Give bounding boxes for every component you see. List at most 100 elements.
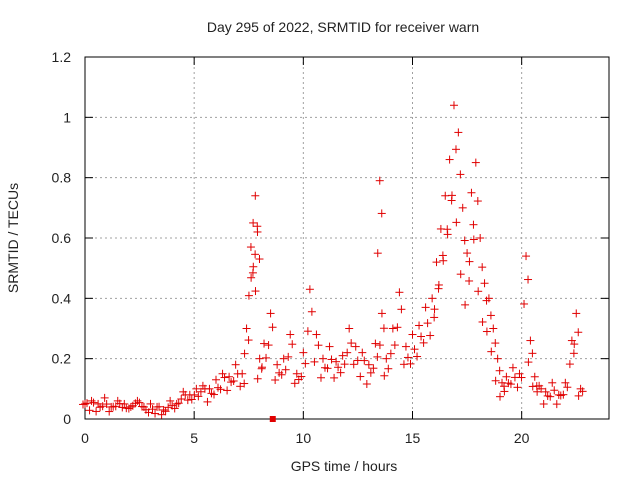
data-point (430, 313, 439, 322)
data-point (533, 387, 542, 396)
data-point (360, 356, 369, 365)
data-point (151, 409, 160, 418)
data-point (379, 324, 388, 333)
data-point (524, 275, 533, 284)
data-point (120, 399, 129, 408)
y-tick-label: 0.8 (52, 170, 72, 186)
data-point (474, 287, 483, 296)
data-point (231, 360, 240, 369)
data-point (238, 369, 247, 378)
data-point (174, 399, 183, 408)
data-point (85, 406, 94, 415)
data-point (281, 365, 290, 374)
data-point (177, 394, 186, 403)
data-point (415, 321, 424, 330)
data-point (496, 392, 505, 401)
data-point (288, 340, 297, 349)
data-point (463, 249, 472, 258)
data-point (98, 402, 107, 411)
data-point (484, 294, 493, 303)
data-point (345, 324, 354, 333)
data-point (327, 355, 336, 364)
data-point (83, 399, 91, 408)
data-point (471, 158, 480, 167)
data-point (428, 294, 437, 303)
data-point (491, 376, 500, 385)
data-point (356, 372, 365, 381)
data-point (552, 400, 561, 409)
data-point (451, 145, 460, 154)
data-point (410, 345, 419, 354)
data-point (146, 399, 155, 408)
data-point (338, 351, 347, 360)
data-point (299, 348, 308, 357)
data-point (124, 404, 133, 413)
data-point (242, 324, 251, 333)
data-point (572, 309, 581, 318)
data-point (273, 360, 282, 369)
data-point (255, 255, 264, 264)
outlier-point (269, 416, 276, 422)
data-point (506, 380, 515, 389)
data-point (246, 243, 255, 252)
data-point (183, 396, 192, 405)
data-point (258, 363, 267, 372)
data-point (578, 387, 587, 396)
data-point (520, 299, 529, 308)
data-point (314, 341, 323, 350)
data-point (307, 307, 316, 316)
data-point (377, 309, 386, 318)
data-point (220, 373, 229, 382)
data-point (423, 319, 432, 328)
data-point (247, 273, 256, 282)
data-point (393, 323, 402, 332)
data-point (548, 378, 557, 387)
data-point (541, 387, 550, 396)
data-point (524, 358, 533, 367)
data-point (502, 372, 511, 381)
data-point (240, 349, 249, 358)
data-point (493, 354, 502, 363)
data-point (515, 369, 524, 378)
data-point (454, 128, 463, 137)
data-point (316, 373, 325, 382)
data-point (388, 324, 397, 333)
data-point (546, 392, 555, 401)
data-point (358, 348, 367, 357)
data-point (262, 353, 271, 362)
data-point (465, 257, 474, 266)
data-point (297, 372, 306, 381)
y-axis-label: SRMTID / TECUs (5, 183, 21, 293)
data-point (469, 220, 478, 229)
data-point (318, 354, 327, 363)
data-point (421, 303, 430, 312)
data-point (266, 309, 275, 318)
data-point (196, 387, 205, 396)
data-point (236, 382, 245, 391)
data-point (253, 227, 262, 236)
data-point (170, 404, 179, 413)
data-point (164, 403, 173, 412)
data-point (408, 330, 417, 339)
data-point (277, 370, 286, 379)
data-point (172, 399, 181, 408)
data-point (419, 338, 428, 347)
data-point (373, 352, 382, 361)
data-point (212, 375, 220, 384)
data-point (403, 353, 412, 362)
data-point (517, 373, 526, 382)
data-point (461, 300, 470, 309)
data-point (495, 366, 504, 375)
y-tick-label: 0.6 (52, 230, 72, 246)
data-point (118, 403, 127, 412)
data-point (312, 330, 321, 339)
data-point (343, 348, 352, 357)
data-point (340, 360, 349, 369)
data-point (487, 347, 496, 356)
data-point (366, 368, 375, 377)
data-point (310, 357, 319, 366)
data-point (301, 359, 310, 368)
data-point (522, 252, 531, 261)
data-point (465, 276, 474, 285)
